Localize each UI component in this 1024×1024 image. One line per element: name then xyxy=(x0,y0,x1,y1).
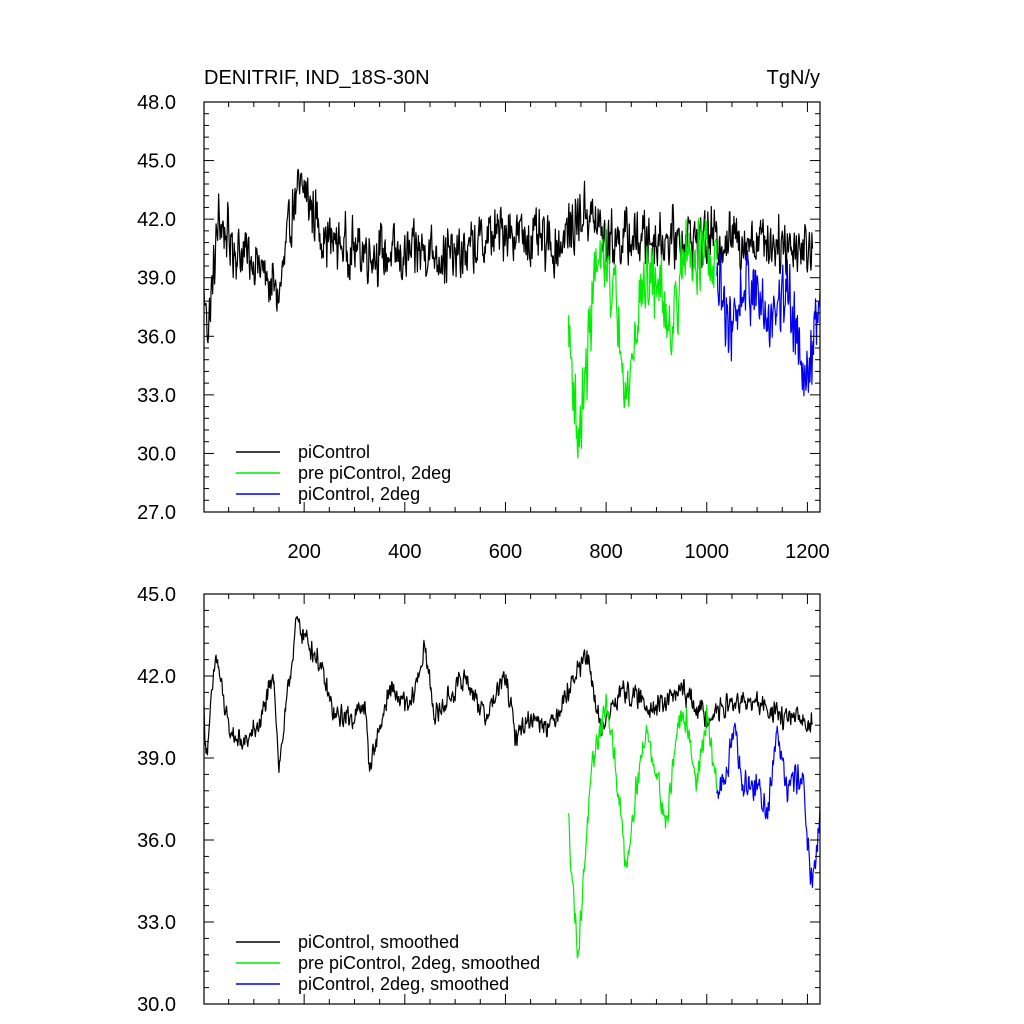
series-layer xyxy=(203,615,821,959)
y-tick-label: 45.0 xyxy=(137,584,176,606)
legend-label: pre piControl, 2deg xyxy=(298,463,451,483)
x-tick-label: 800 xyxy=(589,541,622,563)
y-tick-label: 27.0 xyxy=(137,502,176,524)
x-tick-label: 200 xyxy=(287,541,320,563)
y-tick-label: 48.0 xyxy=(137,92,176,114)
y-tick-label: 33.0 xyxy=(137,385,176,407)
series-line-2 xyxy=(567,693,718,959)
x-tick-label: 400 xyxy=(388,541,421,563)
legend-label: piControl, 2deg xyxy=(298,484,420,504)
plot-frame xyxy=(203,101,821,513)
series-layer xyxy=(203,168,821,459)
legend-label: pre piControl, 2deg, smoothed xyxy=(298,953,540,973)
series-line-3 xyxy=(716,722,821,889)
axis-layer: 30.0 33.0 36.0 39.0 42.0 45.0 xyxy=(137,584,820,1016)
y-tick-label: 39.0 xyxy=(137,268,176,290)
y-tick-label: 36.0 xyxy=(137,830,176,852)
series-line-3 xyxy=(716,250,821,397)
x-tick-label: 600 xyxy=(489,541,522,563)
legend-label: piControl, smoothed xyxy=(298,932,459,952)
bottom-panel: 30.0 33.0 36.0 39.0 42.0 45.0 piControl, smoo… xyxy=(137,584,821,1016)
units-label: TgN/y xyxy=(767,67,820,89)
axis-layer: 27.0 30.0 33.0 36.0 39.0 42.0 45.0 48.0 200 400 60… xyxy=(137,92,830,563)
y-tick-label: 30.0 xyxy=(137,994,176,1016)
y-tick-label: 30.0 xyxy=(137,443,176,465)
y-tick-label: 36.0 xyxy=(137,326,176,348)
chart-title: DENITRIF, IND_18S-30N xyxy=(204,67,430,89)
y-tick-label: 42.0 xyxy=(137,666,176,688)
legend-label: piControl xyxy=(298,442,370,462)
y-tick-label: 42.0 xyxy=(137,209,176,231)
plot-frame xyxy=(203,593,821,1005)
y-tick-label: 45.0 xyxy=(137,151,176,173)
series-line-1 xyxy=(203,615,814,774)
top-panel: DENITRIF, IND_18S-30N TgN/y 27.0 30.0 33.0… xyxy=(137,67,830,563)
y-tick-label: 33.0 xyxy=(137,912,176,934)
y-tick-label: 39.0 xyxy=(137,748,176,770)
x-tick-label: 1200 xyxy=(785,541,830,563)
series-line-1 xyxy=(203,168,814,344)
legend-label: piControl, 2deg, smoothed xyxy=(298,974,509,994)
series-line-2 xyxy=(567,218,718,459)
x-tick-label: 1000 xyxy=(685,541,730,563)
